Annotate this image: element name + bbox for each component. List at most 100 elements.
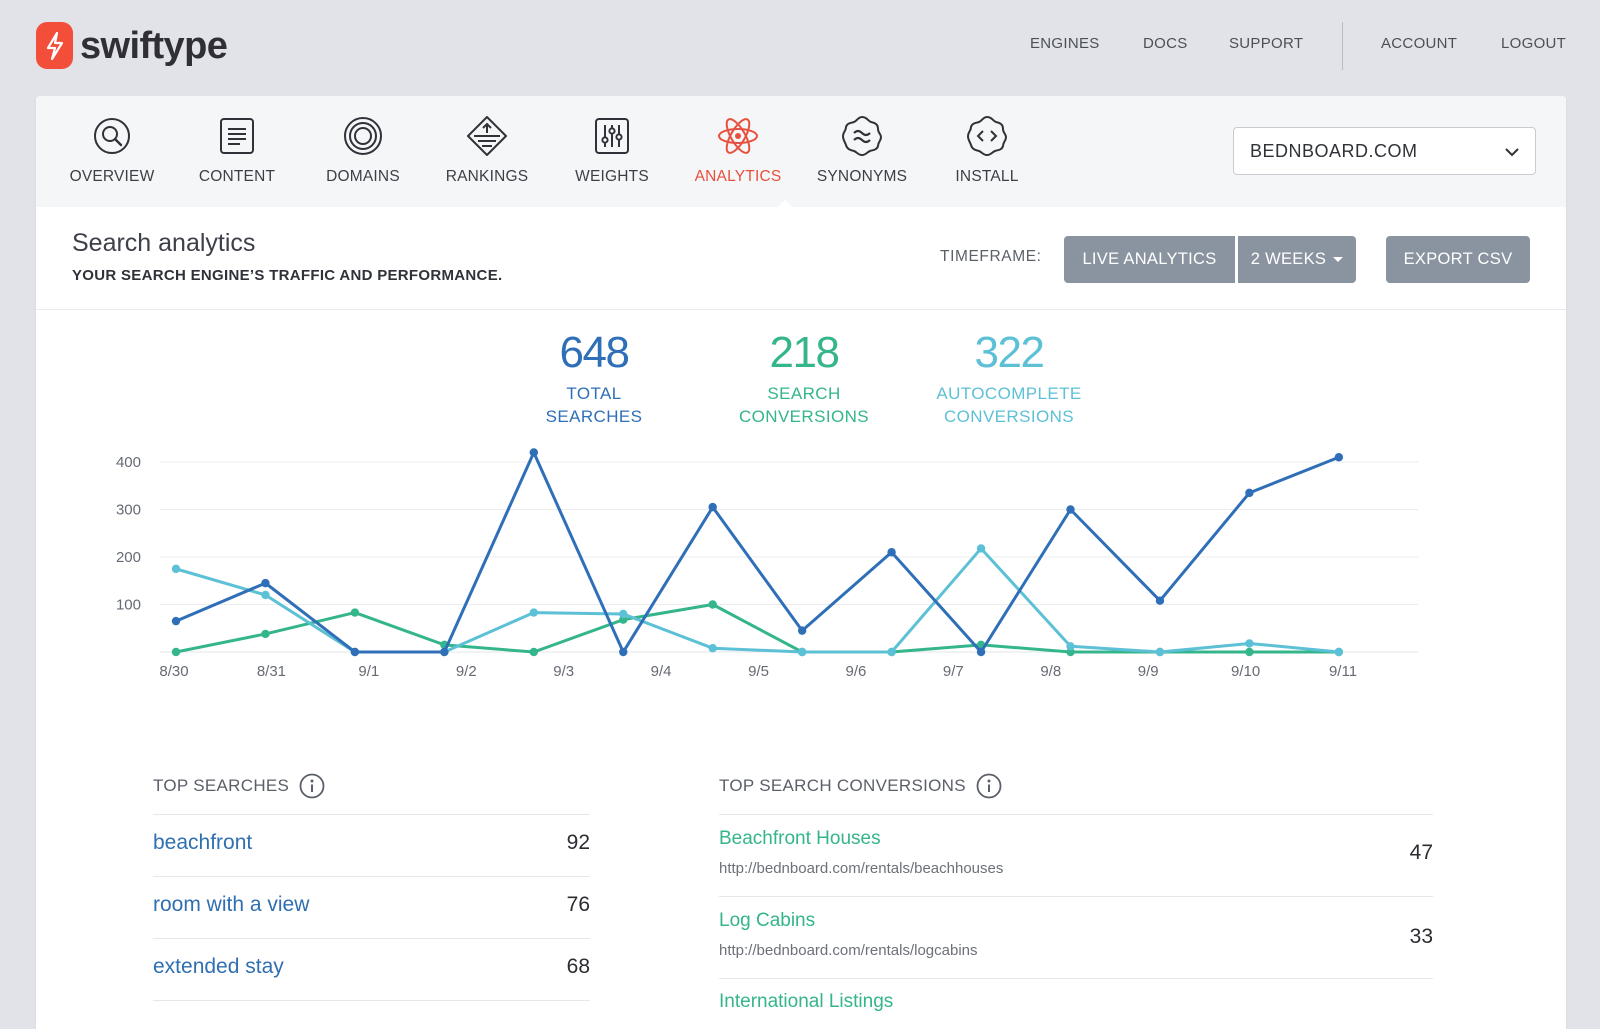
- data-point-auto_conv: [887, 647, 896, 657]
- list-divider: [153, 876, 590, 877]
- series-line-search_conv: [175, 603, 1339, 654]
- atom-icon: [718, 118, 758, 154]
- tab-domains-label: DOMAINS: [326, 168, 400, 185]
- top-search-count: 76: [566, 893, 590, 916]
- export-csv-button[interactable]: EXPORT CSV: [1386, 236, 1530, 283]
- conversion-url: http://bednboard.com/rentals/beachhouses: [719, 860, 1004, 877]
- data-point-auto_conv: [1334, 647, 1344, 657]
- tab-synonyms-label: SYNONYMS: [816, 168, 908, 185]
- data-point-auto_conv: [1155, 647, 1165, 657]
- top-searches-heading-text: TOP SEARCHES: [153, 776, 290, 795]
- swiftype-logo[interactable]: swiftype: [36, 22, 228, 69]
- data-point-total: [1245, 488, 1254, 498]
- nav-docs-link[interactable]: DOCS: [1143, 35, 1188, 52]
- data-point-auto_conv: [708, 644, 717, 653]
- top-conversions-heading-text: TOP SEARCH CONVERSIONS: [719, 776, 966, 795]
- x-tick-label: 9/6: [845, 663, 866, 680]
- data-point-search_conv: [261, 629, 270, 639]
- top-search-term[interactable]: room with a view: [153, 893, 310, 916]
- top-search-term[interactable]: extended stay: [153, 955, 284, 978]
- tab-content[interactable]: CONTENT: [177, 114, 297, 194]
- engine-tab-bar: OVERVIEW CONTENT DOMAINS: [36, 96, 1566, 207]
- stat-auto-conv-value: 322: [974, 328, 1045, 377]
- data-point-search_conv: [797, 647, 807, 657]
- stat-search-conv-label-1: SEARCH: [767, 384, 841, 403]
- data-point-total: [887, 548, 896, 557]
- live-analytics-button-label: LIVE ANALYTICS: [1082, 250, 1217, 268]
- tab-rankings[interactable]: RANKINGS: [427, 114, 547, 194]
- tab-weights[interactable]: WEIGHTS: [552, 114, 672, 194]
- concentric-circles-icon: [344, 117, 382, 155]
- x-tick-label: 9/7: [943, 663, 964, 680]
- live-analytics-button[interactable]: LIVE ANALYTICS: [1064, 236, 1235, 283]
- info-icon[interactable]: [976, 773, 1002, 799]
- tab-overview-label: OVERVIEW: [69, 168, 155, 185]
- top-search-count: 68: [566, 955, 590, 978]
- list-divider: [153, 814, 590, 815]
- data-point-search_conv: [171, 647, 181, 657]
- stat-total-searches: 648 TOTAL SEARCHES: [519, 324, 669, 428]
- conversion-title-link[interactable]: Log Cabins: [719, 910, 816, 931]
- stat-autocomplete-conversions: 322 AUTOCOMPLETE CONVERSIONS: [919, 324, 1099, 428]
- data-point-auto_conv: [619, 609, 628, 619]
- stat-total-label-2: SEARCHES: [545, 407, 643, 426]
- conversion-url: http://bednboard.com/rentals/logcabins: [719, 942, 978, 959]
- data-point-total: [1155, 596, 1165, 605]
- stat-total-label-1: TOTAL: [566, 384, 622, 403]
- data-point-auto_conv: [976, 544, 986, 553]
- data-point-auto_conv: [1066, 642, 1075, 651]
- stat-search-conv-label-2: CONVERSIONS: [738, 407, 870, 426]
- data-point-search_conv: [350, 608, 360, 617]
- conversion-title-link[interactable]: Beachfront Houses: [719, 828, 881, 849]
- tab-domains[interactable]: DOMAINS: [303, 114, 423, 194]
- active-tab-caret: [778, 200, 792, 207]
- engine-select[interactable]: BEDNBOARD.COM: [1233, 127, 1536, 175]
- data-point-search_conv: [1245, 647, 1254, 657]
- x-tick-label: 9/3: [553, 663, 574, 680]
- conversion-count: 47: [1409, 841, 1433, 864]
- tab-content-label: CONTENT: [198, 168, 276, 185]
- data-point-auto_conv: [1245, 639, 1254, 648]
- export-csv-button-label: EXPORT CSV: [1403, 250, 1513, 268]
- data-point-search_conv: [708, 600, 717, 609]
- data-point-total: [619, 647, 628, 657]
- tab-synonyms[interactable]: SYNONYMS: [802, 114, 922, 194]
- data-point-search_conv: [619, 615, 628, 624]
- timeframe-dropdown-label: 2 WEEKS: [1250, 250, 1327, 268]
- rankings-icon: [467, 116, 507, 156]
- tab-analytics[interactable]: ANALYTICS: [678, 114, 798, 194]
- data-point-auto_conv: [261, 590, 270, 600]
- x-tick-label: 9/9: [1138, 663, 1159, 680]
- info-icon[interactable]: [299, 773, 325, 799]
- stat-auto-conv-label-1: AUTOCOMPLETE: [936, 384, 1082, 403]
- x-tick-label: 8/31: [257, 663, 286, 680]
- conversion-title-link[interactable]: International Listings: [719, 991, 894, 1012]
- top-search-term[interactable]: beachfront: [153, 831, 253, 854]
- list-divider: [719, 978, 1433, 979]
- y-tick-label: 100: [116, 597, 141, 614]
- series-line-total: [175, 451, 1340, 654]
- data-point-auto_conv: [529, 608, 538, 617]
- data-point-auto_conv: [350, 647, 360, 657]
- tab-weights-label: WEIGHTS: [575, 168, 649, 185]
- nav-support-link[interactable]: SUPPORT: [1229, 35, 1304, 52]
- magnifier-icon: [94, 118, 130, 154]
- x-tick-label: 9/4: [651, 663, 672, 680]
- sliders-icon: [595, 118, 629, 154]
- nav-logout-link[interactable]: LOGOUT: [1501, 35, 1567, 52]
- data-point-total: [171, 616, 181, 626]
- top-search-count: 92: [566, 831, 590, 854]
- data-point-search_conv: [440, 640, 449, 650]
- stat-search-conversions: 218 SEARCH CONVERSIONS: [719, 324, 889, 428]
- stat-search-conv-value: 218: [769, 328, 840, 377]
- top-bar: swiftype ENGINES DOCS SUPPORT ACCOUNT LO…: [0, 0, 1600, 95]
- nav-engines-link[interactable]: ENGINES: [1030, 35, 1100, 52]
- tab-install[interactable]: INSTALL: [927, 114, 1047, 194]
- tab-analytics-label: ANALYTICS: [694, 168, 782, 185]
- tab-rankings-label: RANKINGS: [445, 168, 529, 185]
- nav-account-link[interactable]: ACCOUNT: [1381, 35, 1458, 52]
- timeframe-dropdown-button[interactable]: 2 WEEKS: [1238, 236, 1356, 283]
- data-point-search_conv: [976, 640, 986, 650]
- x-tick-label: 9/8: [1040, 663, 1061, 680]
- tab-overview[interactable]: OVERVIEW: [52, 114, 172, 194]
